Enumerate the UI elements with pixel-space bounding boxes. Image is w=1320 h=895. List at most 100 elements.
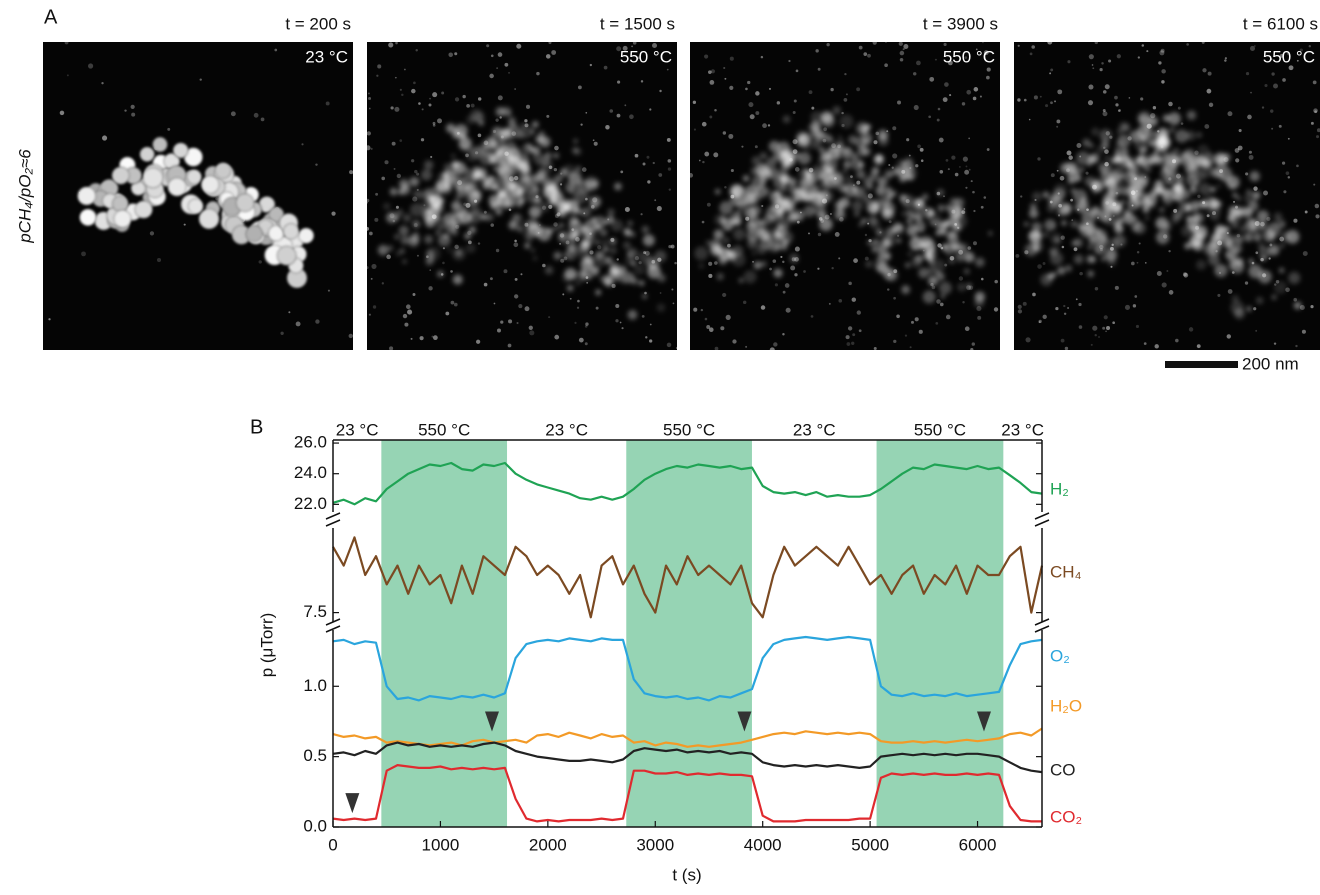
speckle (1138, 242, 1141, 245)
particle (694, 246, 709, 261)
speckle (1235, 158, 1240, 163)
particle (1185, 130, 1196, 141)
particle (882, 267, 895, 280)
speckle (1234, 148, 1240, 153)
speckle (562, 293, 565, 296)
speckle (462, 94, 466, 99)
series-line (332, 635, 1043, 702)
speckle (454, 52, 458, 56)
speckle (903, 44, 909, 50)
speckle (1029, 52, 1033, 56)
particle (627, 309, 638, 320)
speckle (1039, 95, 1042, 98)
particle (201, 175, 220, 194)
speckle (1161, 69, 1166, 74)
time-label: t = 6100 s (1243, 14, 1318, 33)
particle (751, 156, 761, 166)
speckle (937, 107, 941, 111)
speckle (671, 288, 674, 291)
speckle (776, 101, 781, 105)
particle (77, 186, 96, 206)
particle (641, 225, 650, 234)
speckle (1270, 58, 1273, 61)
particle (413, 231, 419, 237)
particle (881, 207, 893, 219)
particle (803, 193, 812, 203)
speckle (1154, 344, 1159, 349)
particle (398, 179, 410, 190)
particle (186, 169, 202, 185)
particle (79, 208, 97, 226)
speckle (371, 263, 377, 270)
particle (947, 258, 953, 263)
speckle (490, 223, 494, 227)
speckle (1296, 164, 1299, 168)
temperature-region (626, 440, 752, 827)
speckle (983, 196, 987, 199)
speckle (416, 172, 420, 176)
particle (589, 266, 600, 276)
x-tick-label: 0 (328, 835, 337, 854)
speckle (394, 106, 400, 112)
particle (389, 187, 398, 196)
speckle (722, 131, 727, 135)
particle (1104, 155, 1111, 162)
speckle (1028, 118, 1031, 121)
speckle (546, 114, 550, 118)
particle (573, 139, 578, 144)
speckle (525, 104, 531, 109)
speckle (892, 126, 897, 131)
speckle (402, 313, 408, 319)
speckle (617, 80, 621, 84)
speckle (183, 223, 186, 226)
particle (1091, 127, 1100, 136)
event-marker (484, 711, 499, 732)
speckle (516, 322, 519, 325)
speckle (1299, 48, 1303, 52)
time-label: t = 200 s (285, 14, 351, 33)
speckle (966, 89, 972, 95)
speckle (418, 102, 421, 105)
particle (816, 201, 827, 211)
speckle (755, 111, 760, 115)
speckle (784, 283, 790, 288)
speckle (603, 65, 608, 70)
speckle (815, 49, 819, 53)
speckle (704, 151, 710, 157)
particle (412, 220, 421, 228)
particle (1079, 167, 1085, 173)
particle (1261, 256, 1266, 261)
speckle (918, 329, 923, 334)
speckle (1117, 109, 1121, 112)
region-label: 23 °C (545, 420, 588, 439)
speckle (936, 118, 940, 122)
speckle (500, 320, 504, 324)
particle (594, 239, 601, 246)
x-tick-label: 5000 (851, 835, 889, 854)
particle (780, 149, 791, 160)
speckle (1075, 298, 1078, 301)
speckle (1255, 251, 1259, 255)
particle (434, 185, 442, 194)
particle (1120, 199, 1126, 205)
speckle (817, 267, 820, 270)
speckle (710, 69, 716, 74)
speckle (470, 103, 475, 108)
particle (484, 144, 489, 149)
speckle (372, 305, 377, 309)
speckle (548, 204, 553, 209)
axis-break (1034, 512, 1050, 520)
speckle (1226, 334, 1231, 339)
speckle (793, 99, 797, 103)
speckle (554, 214, 559, 219)
particle (882, 233, 896, 248)
speckle (376, 74, 379, 77)
particle (595, 289, 602, 296)
particle (1087, 207, 1097, 217)
particle (798, 152, 812, 165)
particle (839, 183, 849, 193)
particle (713, 229, 724, 240)
speckle (64, 42, 69, 45)
particle (425, 258, 433, 267)
speckle (980, 205, 984, 209)
